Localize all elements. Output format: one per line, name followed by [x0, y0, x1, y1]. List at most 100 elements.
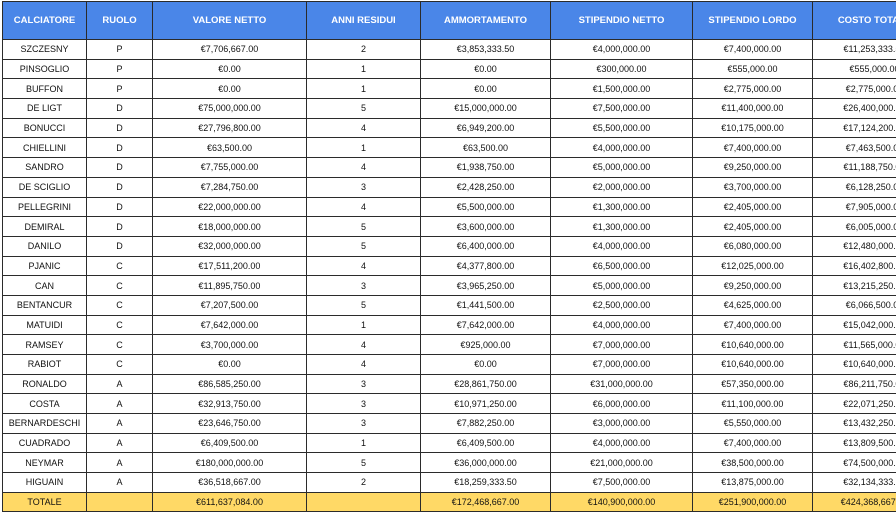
cell-ammortamento: €0.00: [421, 59, 551, 79]
cell-calciatore: PINSOGLIO: [3, 59, 87, 79]
cell-valore-netto: €7,207,500.00: [153, 295, 307, 315]
cell-valore-netto: €75,000,000.00: [153, 99, 307, 119]
cell-ammortamento: €6,409,500.00: [421, 433, 551, 453]
cell-calciatore: CUADRADO: [3, 433, 87, 453]
cell-calciatore: COSTA: [3, 394, 87, 414]
cell-stipendio-lordo: €555,000.00: [693, 59, 813, 79]
cell-ammortamento: €5,500,000.00: [421, 197, 551, 217]
total-costo-totale: €424,368,667.00: [813, 492, 896, 511]
cell-ruolo: D: [87, 99, 153, 119]
cell-ammortamento: €10,971,250.00: [421, 394, 551, 414]
cell-anni-residui: 4: [307, 118, 421, 138]
header-costo-totale: COSTO TOTALE: [813, 2, 896, 40]
cell-costo-totale: €11,253,333.50: [813, 40, 896, 60]
cell-ruolo: C: [87, 295, 153, 315]
cell-valore-netto: €0.00: [153, 79, 307, 99]
cell-ammortamento: €18,259,333.50: [421, 473, 551, 493]
cell-valore-netto: €180,000,000.00: [153, 453, 307, 473]
cell-anni-residui: 4: [307, 335, 421, 355]
cell-calciatore: CHIELLINI: [3, 138, 87, 158]
cell-costo-totale: €6,128,250.00: [813, 177, 896, 197]
cell-stipendio-lordo: €10,640,000.00: [693, 335, 813, 355]
total-stipendio-lordo: €251,900,000.00: [693, 492, 813, 511]
cell-costo-totale: €15,042,000.00: [813, 315, 896, 335]
cell-ruolo: D: [87, 158, 153, 178]
cell-stipendio-netto: €1,300,000.00: [551, 197, 693, 217]
cell-stipendio-netto: €4,000,000.00: [551, 236, 693, 256]
cell-ammortamento: €3,600,000.00: [421, 217, 551, 237]
cell-valore-netto: €17,511,200.00: [153, 256, 307, 276]
cell-ruolo: C: [87, 315, 153, 335]
cell-stipendio-lordo: €11,100,000.00: [693, 394, 813, 414]
cell-anni-residui: 4: [307, 355, 421, 375]
cell-calciatore: RABIOT: [3, 355, 87, 375]
cell-ammortamento: €7,642,000.00: [421, 315, 551, 335]
cell-ammortamento: €3,965,250.00: [421, 276, 551, 296]
cell-stipendio-netto: €1,300,000.00: [551, 217, 693, 237]
cell-calciatore: MATUIDI: [3, 315, 87, 335]
cell-costo-totale: €26,400,000.00: [813, 99, 896, 119]
total-ammortamento: €172,468,667.00: [421, 492, 551, 511]
cell-ruolo: D: [87, 138, 153, 158]
cell-anni-residui: 2: [307, 473, 421, 493]
cell-ammortamento: €0.00: [421, 79, 551, 99]
cell-calciatore: DANILO: [3, 236, 87, 256]
cell-stipendio-netto: €7,500,000.00: [551, 473, 693, 493]
cell-valore-netto: €63,500.00: [153, 138, 307, 158]
cell-ruolo: A: [87, 473, 153, 493]
cell-stipendio-netto: €1,500,000.00: [551, 79, 693, 99]
cell-costo-totale: €12,480,000.00: [813, 236, 896, 256]
cell-ruolo: D: [87, 197, 153, 217]
cell-stipendio-netto: €7,000,000.00: [551, 355, 693, 375]
cell-stipendio-netto: €2,000,000.00: [551, 177, 693, 197]
total-valore-netto: €611,637,084.00: [153, 492, 307, 511]
cell-calciatore: BERNARDESCHI: [3, 414, 87, 434]
cell-ruolo: D: [87, 217, 153, 237]
cell-stipendio-netto: €2,500,000.00: [551, 295, 693, 315]
cell-calciatore: DEMIRAL: [3, 217, 87, 237]
cell-calciatore: SZCZESNY: [3, 40, 87, 60]
cell-anni-residui: 5: [307, 99, 421, 119]
cell-stipendio-lordo: €2,405,000.00: [693, 197, 813, 217]
cell-stipendio-lordo: €5,550,000.00: [693, 414, 813, 434]
cell-stipendio-lordo: €3,700,000.00: [693, 177, 813, 197]
cell-costo-totale: €32,134,333.50: [813, 473, 896, 493]
cell-anni-residui: 5: [307, 453, 421, 473]
cell-stipendio-netto: €31,000,000.00: [551, 374, 693, 394]
cell-stipendio-lordo: €11,400,000.00: [693, 99, 813, 119]
total-row: TOTALE €611,637,084.00 €172,468,667.00 €…: [3, 492, 896, 511]
cell-anni-residui: 5: [307, 295, 421, 315]
cell-ruolo: A: [87, 394, 153, 414]
cell-stipendio-netto: €4,000,000.00: [551, 433, 693, 453]
cell-valore-netto: €0.00: [153, 355, 307, 375]
cell-costo-totale: €7,463,500.00: [813, 138, 896, 158]
header-calciatore: CALCIATORE: [3, 2, 87, 40]
cell-costo-totale: €17,124,200.00: [813, 118, 896, 138]
cell-calciatore: DE LIGT: [3, 99, 87, 119]
cell-stipendio-lordo: €4,625,000.00: [693, 295, 813, 315]
cell-ammortamento: €3,853,333.50: [421, 40, 551, 60]
cell-anni-residui: 1: [307, 59, 421, 79]
cell-calciatore: CAN: [3, 276, 87, 296]
cell-calciatore: DE SCIGLIO: [3, 177, 87, 197]
cell-anni-residui: 3: [307, 177, 421, 197]
cell-stipendio-netto: €4,000,000.00: [551, 315, 693, 335]
header-ruolo: RUOLO: [87, 2, 153, 40]
cell-stipendio-lordo: €9,250,000.00: [693, 158, 813, 178]
cell-calciatore: RAMSEY: [3, 335, 87, 355]
cell-costo-totale: €11,188,750.00: [813, 158, 896, 178]
cell-valore-netto: €32,000,000.00: [153, 236, 307, 256]
cell-stipendio-netto: €300,000.00: [551, 59, 693, 79]
